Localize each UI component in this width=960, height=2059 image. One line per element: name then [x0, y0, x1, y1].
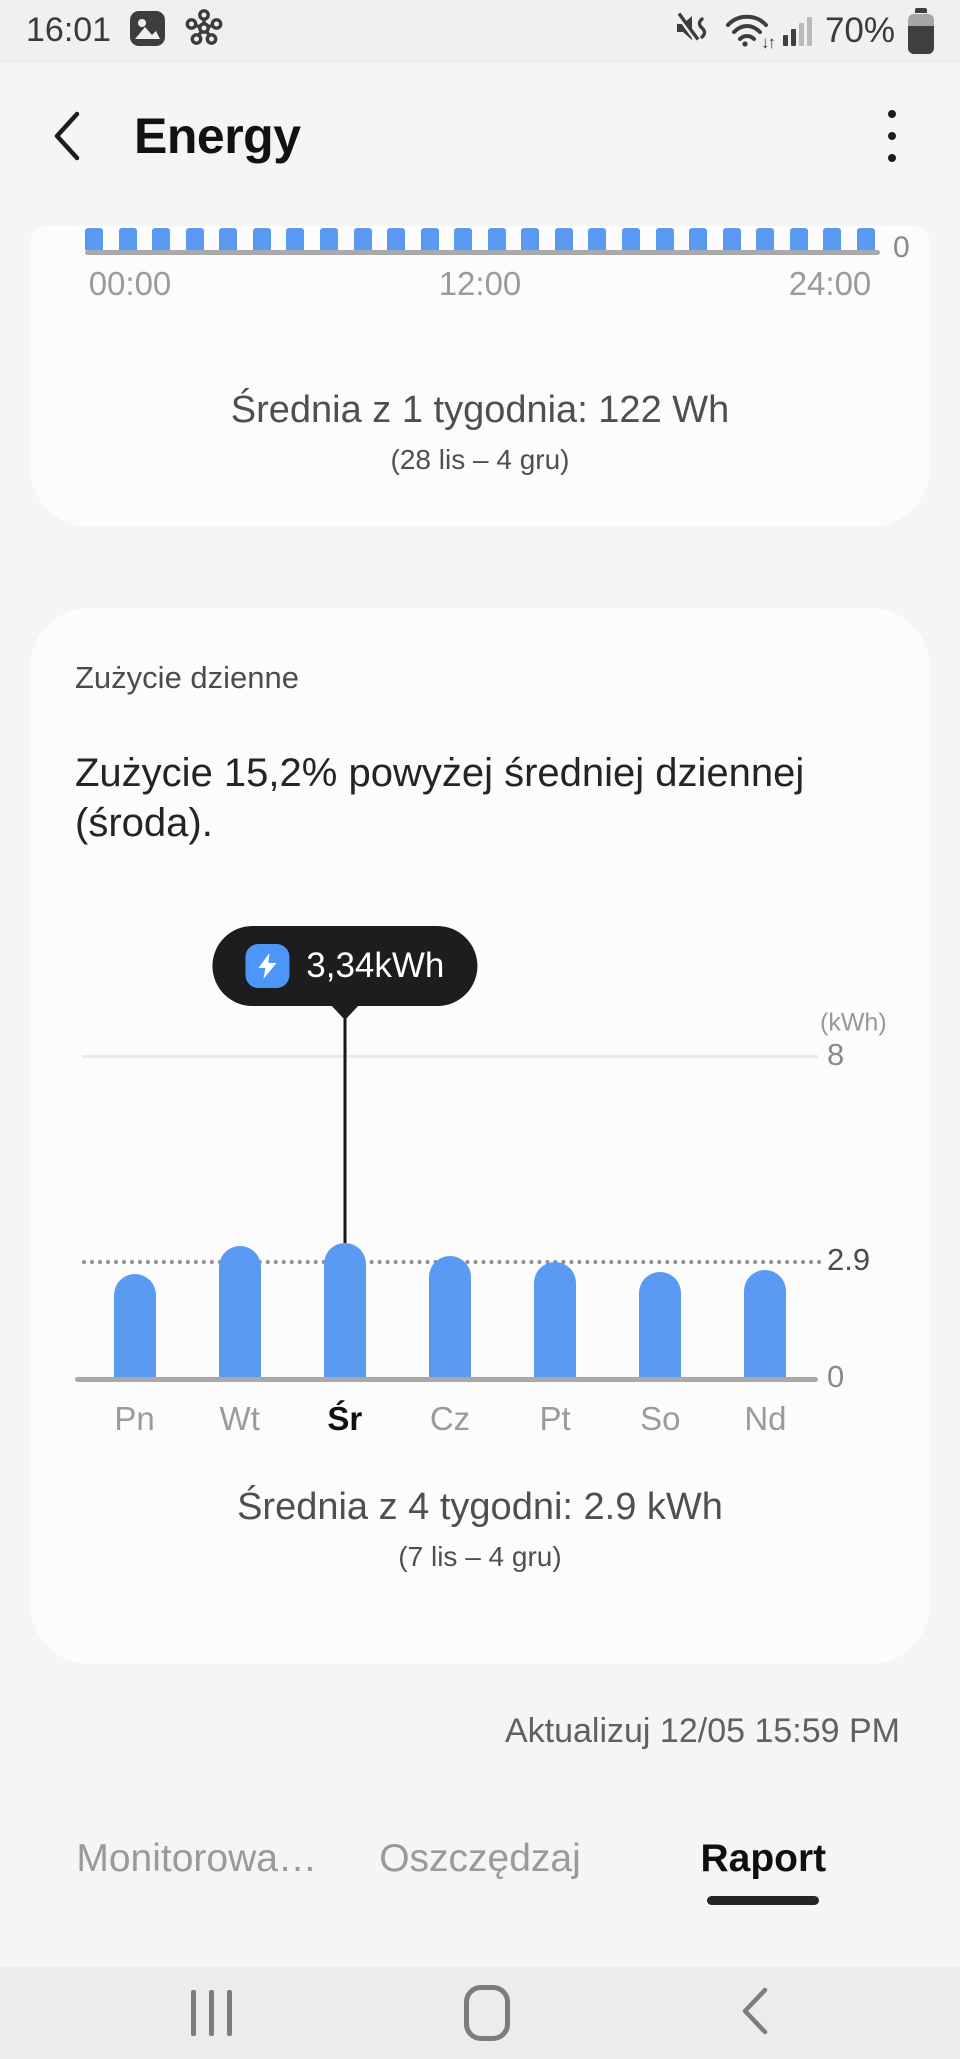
tab-label: Oszczędzaj: [379, 1837, 581, 1880]
x-tick-1200: 12:00: [438, 265, 522, 302]
daily-bar-Nd[interactable]: [744, 1270, 787, 1377]
y-tick-zero: 0: [827, 1359, 845, 1394]
hourly-y-zero-label: 0: [893, 231, 910, 264]
home-icon[interactable]: [463, 1985, 510, 2041]
hourly-bar[interactable]: [286, 228, 305, 250]
app-header: Energy: [0, 62, 960, 210]
hourly-usage-card: 0 00:00 12:00 24:00 Średnia z 1 tygodnia…: [30, 226, 930, 527]
y-axis-unit-label: (kWh): [820, 1008, 887, 1037]
clock: 16:01: [26, 11, 112, 49]
hourly-bar[interactable]: [789, 228, 808, 250]
hourly-bar[interactable]: [823, 228, 842, 250]
weekly-average-range: (28 lis – 4 gru): [390, 444, 570, 475]
hourly-bar[interactable]: [252, 228, 271, 250]
page-title: Energy: [134, 108, 301, 164]
daily-bar-Pn[interactable]: [113, 1274, 156, 1377]
tab-label: Raport: [700, 1837, 827, 1880]
tooltip-pointer-line: [343, 1014, 347, 1243]
day-label-Nd[interactable]: Nd: [744, 1400, 787, 1437]
y-tick-average: 2.9: [827, 1242, 871, 1278]
update-timestamp[interactable]: Aktualizuj 12/05 15:59 PM: [504, 1712, 900, 1750]
tooltip-arrow: [329, 1004, 360, 1020]
hourly-usage-chart: 0 00:00 12:00 24:00: [85, 227, 910, 311]
daily-bar-Cz[interactable]: [428, 1256, 471, 1377]
day-label-Pn[interactable]: Pn: [114, 1400, 155, 1437]
value-tooltip: 3,34kWh: [212, 926, 478, 1006]
hourly-bar[interactable]: [319, 228, 338, 250]
hourly-bar[interactable]: [487, 228, 506, 250]
daily-bar-Pt[interactable]: [534, 1262, 577, 1377]
tab-report[interactable]: Raport: [622, 1837, 905, 1905]
battery-icon: [908, 7, 934, 54]
active-tab-underline: [707, 1896, 820, 1905]
tab-monitoring[interactable]: Monitorowa…: [55, 1837, 338, 1905]
hourly-bar[interactable]: [118, 228, 137, 250]
hourly-bar[interactable]: [185, 228, 204, 250]
hourly-x-axis: 00:00 12:00 24:00: [85, 255, 875, 311]
hourly-bar[interactable]: [622, 228, 640, 250]
hourly-bar[interactable]: [219, 228, 238, 250]
screenshot-notification-icon: [129, 10, 166, 52]
back-button[interactable]: [52, 110, 96, 162]
gridline-max: [82, 1055, 818, 1058]
hourly-bar[interactable]: [353, 228, 372, 250]
energy-bolt-icon: [245, 944, 290, 988]
daily-usage-chart: Pn Wt Śr Cz Pt So Nd (kWh) 8 2.9 0 3,34kWh: [75, 926, 887, 1446]
daily-usage-card: Zużycie dzienne Zużycie 15,2% powyżej śr…: [30, 608, 930, 1664]
nav-back-icon[interactable]: [735, 1981, 775, 2046]
day-label-Pt[interactable]: Pt: [539, 1400, 571, 1437]
app-notification-clover-icon: [184, 8, 224, 53]
hourly-bar[interactable]: [85, 228, 103, 250]
android-nav-bar: [0, 1967, 960, 2059]
hourly-bar[interactable]: [689, 228, 708, 250]
hourly-bar[interactable]: [454, 228, 473, 250]
day-label-So[interactable]: So: [640, 1400, 681, 1437]
weekly-average-text: Średnia z 1 tygodnia: 122 Wh: [230, 389, 730, 431]
wifi-data-arrows: ↓↑: [760, 32, 776, 52]
monthly-average-range: (7 lis – 4 gru): [398, 1541, 562, 1572]
hourly-bar[interactable]: [420, 228, 439, 250]
cellular-signal-icon: [782, 16, 812, 46]
wifi-icon: ↓↑: [724, 11, 776, 52]
hourly-bar[interactable]: [756, 228, 775, 250]
day-label-Śr[interactable]: Śr: [327, 1400, 363, 1437]
day-label-Wt[interactable]: Wt: [219, 1400, 260, 1437]
monthly-average-text: Średnia z 4 tygodni: 2.9 kWh: [237, 1486, 723, 1528]
hourly-bar[interactable]: [554, 228, 573, 250]
x-tick-0000: 00:00: [88, 265, 172, 302]
daily-bar-So[interactable]: [639, 1272, 682, 1377]
hourly-bar[interactable]: [722, 228, 741, 250]
day-label-Cz[interactable]: Cz: [429, 1400, 471, 1437]
tab-label: Monitorowa…: [76, 1837, 317, 1880]
y-tick-max: 8: [827, 1037, 845, 1072]
recents-icon[interactable]: [185, 1984, 238, 2042]
daily-bar-Wt[interactable]: [218, 1246, 261, 1377]
hourly-bar[interactable]: [387, 228, 406, 250]
hourly-bar[interactable]: [856, 228, 875, 250]
daily-chart-baseline: [75, 1377, 818, 1382]
daily-x-axis: Pn Wt Śr Cz Pt So Nd: [82, 1396, 818, 1438]
hourly-bar[interactable]: [152, 228, 171, 250]
tooltip-value: 3,34kWh: [306, 946, 445, 985]
hourly-bars: [85, 227, 875, 250]
bottom-tab-bar: Monitorowa… Oszczędzaj Raport: [0, 1837, 960, 1905]
daily-bar-Śr[interactable]: [323, 1242, 366, 1377]
hourly-bar[interactable]: [521, 228, 540, 250]
status-bar: 16:01 ↓↑ 70%: [0, 0, 960, 62]
hourly-chart-baseline: [85, 250, 880, 255]
battery-percent: 70%: [824, 10, 895, 50]
daily-section-title: Zużycie dzienne: [75, 660, 300, 695]
hourly-bar[interactable]: [588, 228, 607, 250]
tab-save[interactable]: Oszczędzaj: [338, 1837, 621, 1905]
x-tick-2400: 24:00: [788, 265, 872, 302]
hourly-bar[interactable]: [655, 228, 674, 250]
daily-usage-description: Zużycie 15,2% powyżej średniej dziennej …: [75, 751, 805, 845]
mute-icon: [671, 8, 711, 53]
daily-bars: [82, 926, 818, 1377]
more-options-button[interactable]: [876, 102, 908, 170]
